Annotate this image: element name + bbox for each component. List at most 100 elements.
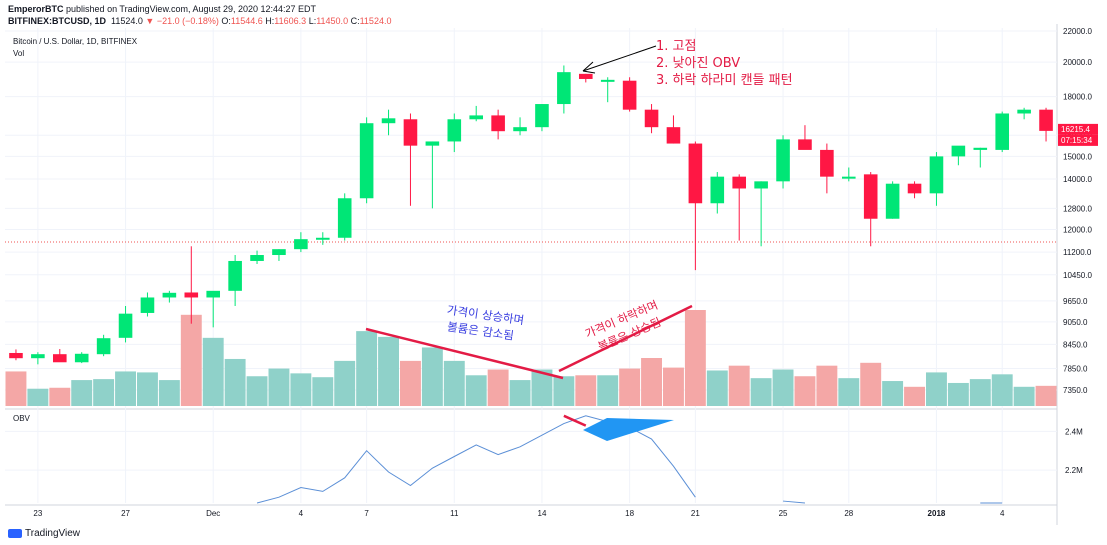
y-tick-label: 7350.0 bbox=[1063, 386, 1088, 395]
y-tick-label: 22000.0 bbox=[1063, 27, 1092, 36]
y-tick-label: 11200.0 bbox=[1063, 248, 1092, 257]
volume-bar bbox=[750, 378, 772, 406]
volume-bar bbox=[860, 362, 882, 406]
y-tick-label: 15000.0 bbox=[1063, 152, 1092, 161]
volume-bar bbox=[816, 365, 838, 406]
candle-body bbox=[798, 139, 812, 150]
volume-bar bbox=[772, 369, 794, 406]
x-tick-label: Dec bbox=[206, 509, 220, 518]
tradingview-logo[interactable]: TradingView bbox=[8, 528, 80, 539]
candle-body bbox=[863, 174, 878, 219]
candle-body bbox=[1039, 109, 1053, 131]
candle-body bbox=[513, 127, 527, 132]
note-line: 1. 고점 bbox=[656, 39, 696, 54]
volume-bar bbox=[443, 360, 465, 406]
obv-line-segment bbox=[782, 500, 806, 504]
c-label: C: bbox=[350, 16, 360, 26]
note-line: 3. 하락 하라미 캔들 패턴 bbox=[656, 73, 793, 88]
volume-bar bbox=[619, 368, 641, 406]
candle-body bbox=[732, 176, 747, 189]
volume-bar bbox=[27, 388, 49, 406]
candle-body bbox=[710, 176, 725, 204]
blue-arrow-annotation bbox=[583, 418, 674, 441]
volume-bar bbox=[71, 380, 93, 406]
candle-body bbox=[929, 156, 944, 194]
volume-bar bbox=[882, 381, 904, 406]
volume-bar bbox=[728, 365, 750, 406]
volume-bar bbox=[224, 358, 246, 406]
h-value: 11606.3 bbox=[274, 16, 307, 26]
published-text: published on TradingView.com, August 29,… bbox=[66, 4, 317, 14]
volume-bar bbox=[794, 376, 816, 406]
volume-bar bbox=[5, 371, 27, 406]
candle-body bbox=[31, 354, 45, 359]
author-name[interactable]: EmperorBTC bbox=[8, 4, 64, 14]
candle-body bbox=[52, 354, 67, 363]
y-tick-label: 9650.0 bbox=[1063, 297, 1088, 306]
y-tick-label: 7850.0 bbox=[1063, 364, 1088, 373]
volume-bar bbox=[926, 372, 947, 406]
obv-tick-label: 2.2M bbox=[1065, 466, 1083, 475]
volume-bar bbox=[904, 386, 925, 406]
price-tag-label: 16215.4 bbox=[1061, 125, 1090, 134]
l-label: L: bbox=[308, 16, 317, 26]
x-tick-label: 4 bbox=[1000, 509, 1005, 518]
candle-body bbox=[337, 198, 352, 238]
y-tick-label: 12000.0 bbox=[1063, 225, 1092, 234]
volume-bar bbox=[400, 360, 421, 406]
symbol-label: BITFINEX:BTCUSD, 1D bbox=[8, 16, 107, 26]
volume-bar bbox=[115, 371, 136, 406]
annotation-arrowhead bbox=[582, 61, 596, 74]
x-tick-label: 28 bbox=[844, 509, 853, 518]
candle-body bbox=[535, 104, 549, 128]
y-tick-label: 8450.0 bbox=[1063, 340, 1088, 349]
x-tick-label: 23 bbox=[33, 509, 42, 518]
candle-body bbox=[754, 181, 768, 189]
volume-bar bbox=[202, 337, 224, 406]
tradingview-logo-icon bbox=[8, 529, 22, 538]
candle-body bbox=[272, 249, 286, 256]
volume-bar bbox=[93, 379, 115, 406]
o-value: 11544.6 bbox=[230, 16, 263, 26]
x-tick-label: 2018 bbox=[928, 509, 946, 518]
volume-bar bbox=[509, 380, 531, 406]
volume-bar bbox=[1035, 385, 1057, 406]
volume-bar bbox=[290, 373, 312, 406]
candle-body bbox=[622, 80, 637, 110]
candle-body bbox=[315, 237, 330, 240]
y-tick-label: 20000.0 bbox=[1063, 58, 1092, 67]
candle-body bbox=[403, 119, 418, 146]
y-tick-label: 14000.0 bbox=[1063, 175, 1092, 184]
candle-body bbox=[206, 290, 221, 298]
candle-body bbox=[74, 353, 89, 363]
volume-bar bbox=[246, 376, 268, 406]
chart-title: Bitcoin / U.S. Dollar, 1D, BITFINEX bbox=[13, 37, 138, 46]
note-line: 2. 낮아진 OBV bbox=[656, 56, 740, 71]
x-tick-label: 21 bbox=[691, 509, 700, 518]
h-label: H: bbox=[265, 16, 275, 26]
volume-decline-line bbox=[365, 327, 564, 380]
volume-bar bbox=[575, 375, 597, 406]
candle-body bbox=[951, 145, 966, 157]
candle-body bbox=[425, 141, 440, 146]
candle-body bbox=[381, 118, 396, 124]
volume-bar bbox=[684, 310, 706, 406]
y-tick-label: 10450.0 bbox=[1063, 271, 1092, 280]
candle-body bbox=[1017, 109, 1031, 114]
o-label: O: bbox=[221, 16, 231, 26]
candle-body bbox=[973, 147, 988, 150]
candle-body bbox=[9, 352, 23, 359]
y-tick-label: 18000.0 bbox=[1063, 93, 1092, 102]
candle-body bbox=[688, 143, 703, 204]
x-tick-label: 14 bbox=[538, 509, 547, 518]
candle-body bbox=[600, 79, 615, 82]
volume-label: Vol bbox=[13, 49, 24, 58]
candle-body bbox=[118, 313, 133, 338]
l-value: 11450.0 bbox=[316, 16, 349, 26]
volume-bar bbox=[969, 379, 991, 406]
candle-body bbox=[557, 72, 571, 105]
obv-highlight-line bbox=[563, 414, 587, 427]
candle-body bbox=[359, 123, 374, 199]
candle-body bbox=[140, 297, 155, 313]
